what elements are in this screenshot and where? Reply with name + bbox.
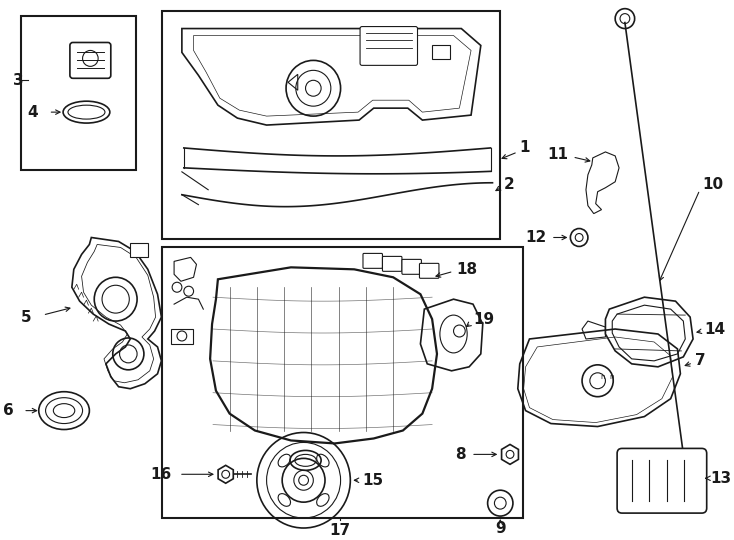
Text: 19: 19	[473, 312, 494, 327]
Text: 16: 16	[150, 467, 171, 482]
Bar	[21, 16, 136, 170]
FancyBboxPatch shape	[419, 264, 439, 278]
Text: n  n: n n	[600, 374, 614, 380]
Text: 2: 2	[504, 177, 515, 192]
Bar	[432, 45, 450, 59]
Text: 8: 8	[456, 447, 466, 462]
FancyBboxPatch shape	[402, 259, 421, 274]
Bar	[162, 11, 501, 239]
Text: 4: 4	[27, 105, 37, 120]
Text: 10: 10	[702, 177, 724, 192]
Text: 14: 14	[705, 321, 726, 336]
Text: 15: 15	[362, 472, 383, 488]
Text: 5: 5	[21, 309, 31, 325]
FancyBboxPatch shape	[363, 253, 382, 268]
Text: 17: 17	[329, 523, 350, 537]
Text: 1: 1	[520, 140, 530, 156]
Text: 3: 3	[13, 73, 24, 88]
Text: 18: 18	[457, 262, 478, 277]
Text: 11: 11	[548, 147, 568, 163]
FancyBboxPatch shape	[382, 256, 402, 271]
FancyBboxPatch shape	[360, 26, 418, 65]
Bar	[162, 247, 523, 518]
Text: 9: 9	[495, 521, 506, 536]
Bar	[130, 244, 148, 258]
Text: 13: 13	[711, 471, 732, 486]
Text: 12: 12	[526, 230, 547, 245]
FancyBboxPatch shape	[617, 448, 707, 513]
Bar	[171, 329, 192, 344]
Text: 6: 6	[3, 403, 13, 418]
Text: 7: 7	[695, 353, 705, 368]
FancyBboxPatch shape	[70, 43, 111, 78]
